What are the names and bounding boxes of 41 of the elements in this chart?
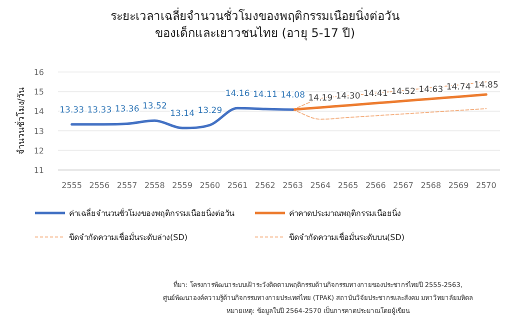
x-tick-label: 2562 bbox=[255, 181, 276, 190]
x-tick-label: 2563 bbox=[282, 181, 303, 190]
legend-label: ขีดจำกัดความเชื่อมั่นระดับล่าง(SD) bbox=[69, 231, 188, 242]
x-tick-label: 2568 bbox=[420, 181, 442, 190]
data-label: 13.14 bbox=[170, 109, 194, 120]
y-tick-label: 13 bbox=[34, 126, 44, 136]
data-label: 14.85 bbox=[474, 80, 498, 91]
x-tick-label: 2564 bbox=[310, 181, 331, 190]
data-label: 13.36 bbox=[114, 104, 140, 115]
x-tick-label: 2567 bbox=[393, 181, 414, 190]
data-label: 13.52 bbox=[142, 102, 167, 112]
x-tick-label: 2561 bbox=[227, 181, 248, 190]
data-label: 14.16 bbox=[225, 89, 250, 100]
y-tick-label: 16 bbox=[34, 68, 44, 77]
x-tick-label: 2557 bbox=[116, 181, 138, 190]
y-axis-title: จำนวนชั่วโมง/วัน bbox=[14, 87, 27, 155]
data-label: 13.33 bbox=[60, 105, 84, 116]
y-tick-label: 15 bbox=[34, 88, 44, 97]
legend-label: ค่าคาดประมาณพฤติกรรมเนือยนิ่ง bbox=[289, 207, 401, 218]
x-tick-label: 2556 bbox=[89, 181, 110, 190]
data-label: 14.11 bbox=[253, 90, 278, 100]
x-tick-label: 2558 bbox=[144, 181, 165, 190]
data-label: 13.33 bbox=[87, 105, 112, 116]
data-label: 14.63 bbox=[418, 84, 444, 95]
y-tick-label: 12 bbox=[34, 146, 44, 156]
data-label: 13.29 bbox=[198, 106, 222, 116]
data-label: 14.08 bbox=[280, 90, 305, 101]
x-tick-label: 2566 bbox=[366, 181, 386, 190]
legend-label: ค่าเฉลี่ยจำนวนชั่วโมงของพฤติกรรมเนือยนิ่งต่อวัน bbox=[69, 207, 235, 218]
x-tick-label: 2565 bbox=[338, 181, 358, 190]
legend-label: ขีดจำกัดความเชื่อมั่นระดับบน(SD) bbox=[289, 231, 404, 242]
x-tick-label: 2559 bbox=[172, 181, 192, 190]
x-tick-label: 2570 bbox=[476, 181, 496, 190]
data-label: 14.52 bbox=[391, 87, 416, 98]
x-tick-label: 2569 bbox=[448, 181, 469, 190]
y-tick-label: 14 bbox=[34, 107, 44, 116]
chart-title: ระยะเวลาเฉลี่ยจำนวนชั่วโมงของพฤติกรรมเนือยนิ่งต่อวัน ของเด็กและเยาวชนไทย (อายุ 5-17 ปี) bbox=[110, 7, 400, 41]
data-label: 14.74 bbox=[446, 82, 471, 93]
y-tick-label: 11 bbox=[34, 166, 44, 175]
x-tick-label: 2555 bbox=[62, 181, 82, 190]
x-tick-label: 2560 bbox=[200, 181, 220, 190]
